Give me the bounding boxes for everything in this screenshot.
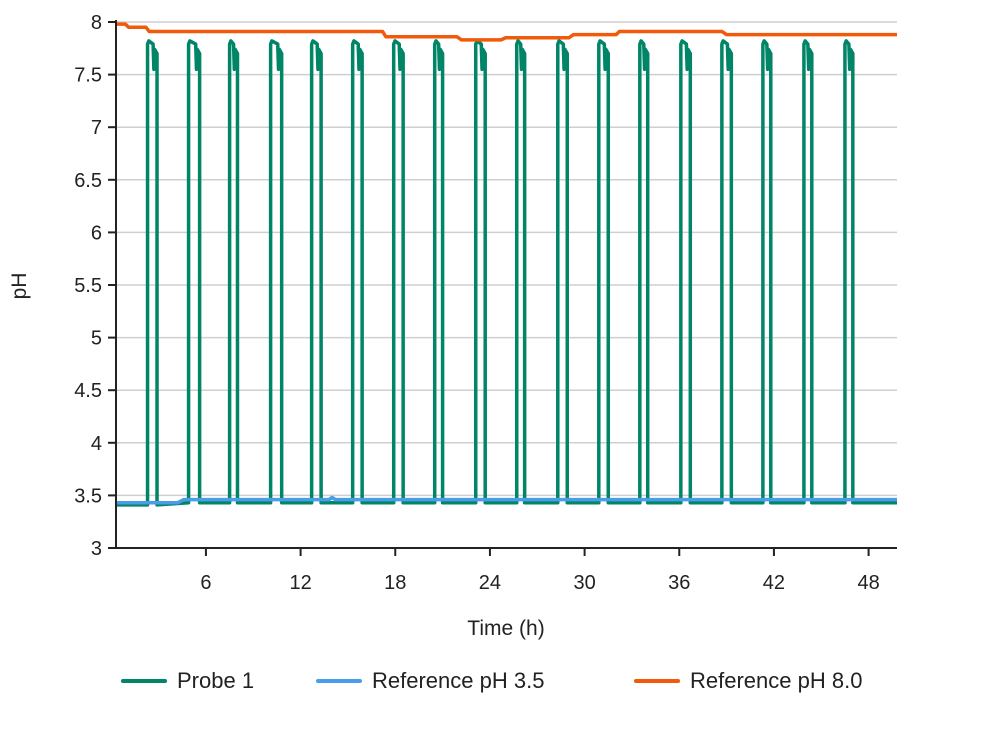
chart: 3 3.5 4 4.5 5 5.5 6 6.5 7 7.5 8 6 12 18 24 30 36 42 48 Ti… — [8, 12, 897, 640]
gridlines — [116, 21, 897, 497]
y-tick-label: 7 — [91, 117, 102, 139]
legend-swatch — [634, 679, 680, 683]
x-tick-label: 48 — [857, 572, 879, 594]
legend-label: Reference pH 8.0 — [690, 668, 863, 693]
y-tick-labels: 3 3.5 4 4.5 5 5.5 6 6.5 7 7.5 8 — [74, 12, 102, 560]
x-tick-label: 36 — [668, 572, 690, 594]
x-tick-label: 6 — [200, 572, 211, 594]
x-tick-label: 24 — [479, 572, 501, 594]
x-tick-labels: 6 12 18 24 30 36 42 48 — [200, 572, 879, 594]
series-line-reference-8-0 — [116, 22, 897, 42]
y-tick-label: 5 — [91, 328, 102, 350]
y-tick-label: 5.5 — [74, 275, 102, 297]
y-axis-title: pH — [8, 273, 31, 300]
x-tick-label: 18 — [384, 572, 406, 594]
y-tick-label: 3 — [91, 538, 102, 560]
legend-item-reference-3-5: Reference pH 3.5 — [316, 668, 544, 694]
x-tick-label: 12 — [289, 572, 311, 594]
y-tick-label: 6.5 — [74, 170, 102, 192]
legend-label: Reference pH 3.5 — [372, 668, 545, 693]
y-tick-label: 4.5 — [74, 380, 102, 402]
legend-swatch — [121, 679, 167, 683]
y-tick-label: 8 — [91, 12, 102, 34]
axes — [108, 20, 897, 556]
x-axis-title: Time (h) — [467, 617, 544, 640]
series-line-reference-3-5 — [116, 495, 897, 505]
y-tick-label: 6 — [91, 222, 102, 244]
x-tick-label: 30 — [573, 572, 595, 594]
y-tick-label: 3.5 — [74, 485, 102, 507]
legend: Probe 1 Reference pH 3.5 Reference pH 8.… — [0, 668, 982, 700]
legend-item-reference-8-0: Reference pH 8.0 — [634, 668, 862, 694]
legend-label: Probe 1 — [177, 668, 255, 693]
legend-item-probe-1: Probe 1 — [121, 668, 254, 694]
series-line-probe-1 — [116, 39, 897, 507]
series-lines — [116, 22, 897, 507]
y-tick-label: 7.5 — [74, 65, 102, 87]
legend-swatch — [316, 679, 362, 683]
x-tick-label: 42 — [763, 572, 785, 594]
y-tick-label: 4 — [91, 433, 102, 455]
